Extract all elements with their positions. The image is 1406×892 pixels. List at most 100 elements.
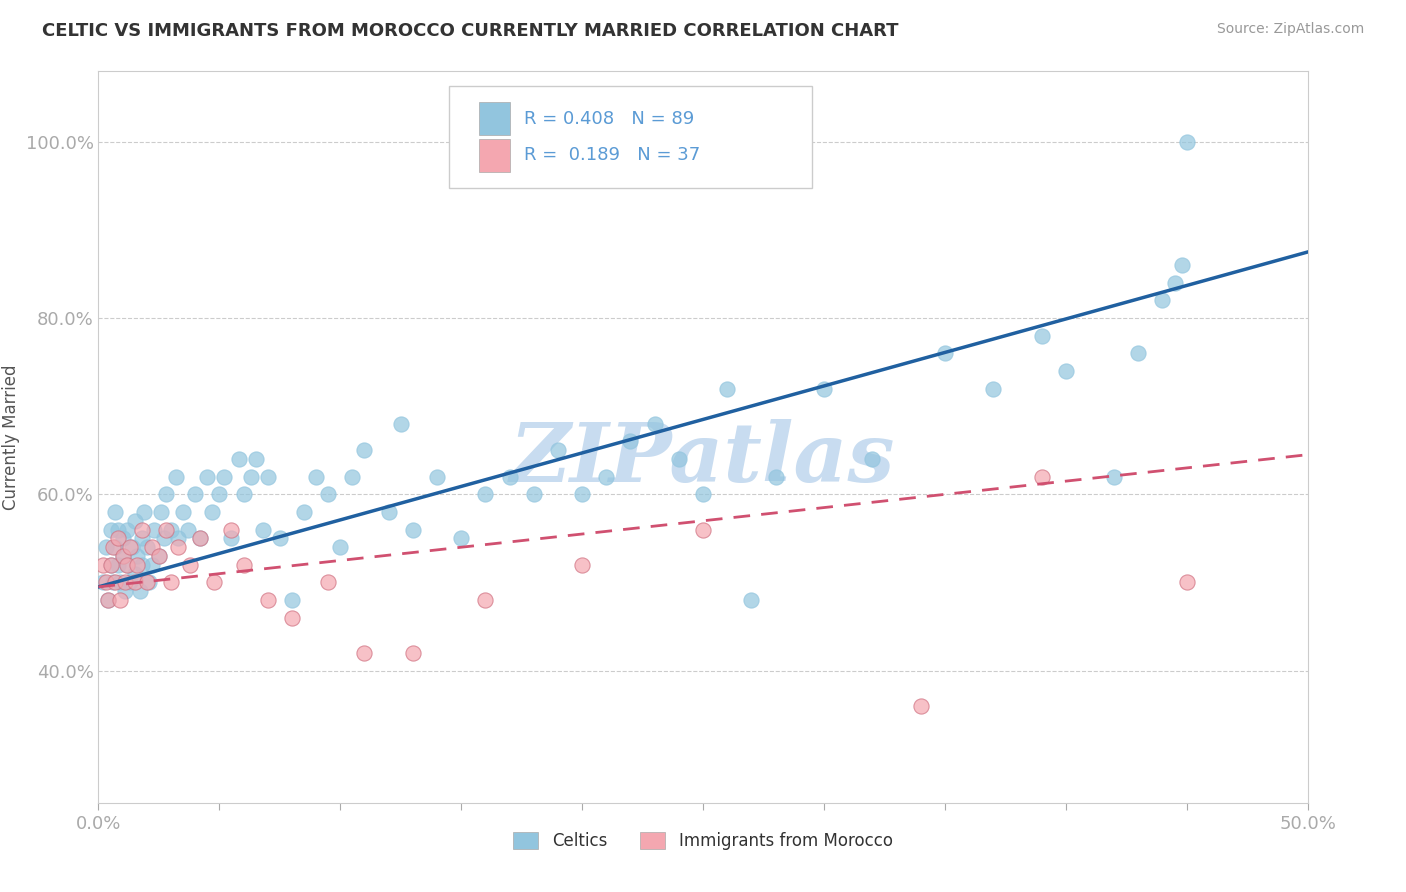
- Point: [256, 469, 278, 483]
- Point: [571, 487, 593, 501]
- Point: [131, 532, 153, 546]
- Point: [1054, 364, 1077, 378]
- Point: [114, 584, 136, 599]
- Point: [402, 523, 425, 537]
- Point: [101, 540, 124, 554]
- Point: [135, 540, 157, 554]
- Point: [97, 593, 120, 607]
- Point: [150, 505, 173, 519]
- Point: [474, 593, 496, 607]
- Point: [111, 549, 134, 563]
- Point: [256, 593, 278, 607]
- Point: [221, 532, 243, 546]
- Point: [148, 549, 170, 563]
- Bar: [479, 103, 509, 136]
- Point: [1163, 276, 1185, 290]
- Point: [152, 532, 174, 546]
- Point: [155, 487, 177, 501]
- Point: [111, 549, 134, 563]
- Point: [128, 584, 150, 599]
- Point: [239, 469, 262, 483]
- Point: [212, 469, 235, 483]
- Point: [523, 487, 546, 501]
- FancyBboxPatch shape: [449, 86, 811, 188]
- Point: [619, 434, 641, 449]
- Point: [402, 646, 425, 660]
- Point: [188, 532, 211, 546]
- Point: [94, 575, 117, 590]
- Point: [934, 346, 956, 360]
- Point: [765, 469, 787, 483]
- Point: [143, 523, 166, 537]
- Point: [188, 532, 211, 546]
- Point: [124, 566, 146, 581]
- Point: [252, 523, 274, 537]
- Point: [107, 523, 129, 537]
- Point: [108, 593, 131, 607]
- Point: [353, 443, 375, 458]
- Text: CELTIC VS IMMIGRANTS FROM MOROCCO CURRENTLY MARRIED CORRELATION CHART: CELTIC VS IMMIGRANTS FROM MOROCCO CURREN…: [42, 22, 898, 40]
- Point: [100, 558, 122, 572]
- Point: [160, 523, 183, 537]
- Bar: [479, 139, 509, 172]
- Point: [716, 382, 738, 396]
- Point: [124, 514, 146, 528]
- Point: [740, 593, 762, 607]
- Point: [1031, 469, 1053, 483]
- Point: [644, 417, 666, 431]
- Point: [292, 505, 315, 519]
- Point: [179, 558, 201, 572]
- Point: [117, 558, 139, 572]
- Point: [184, 487, 207, 501]
- Point: [167, 540, 190, 554]
- Point: [108, 575, 131, 590]
- Point: [127, 558, 149, 572]
- Point: [595, 469, 617, 483]
- Point: [155, 523, 177, 537]
- Text: R = 0.408   N = 89: R = 0.408 N = 89: [524, 110, 695, 128]
- Point: [498, 469, 520, 483]
- Point: [97, 593, 120, 607]
- Point: [91, 575, 114, 590]
- Point: [232, 558, 254, 572]
- Point: [1102, 469, 1125, 483]
- Point: [167, 532, 190, 546]
- Point: [316, 487, 339, 501]
- Point: [692, 487, 714, 501]
- Point: [138, 575, 160, 590]
- Point: [131, 558, 153, 572]
- Point: [117, 523, 139, 537]
- Point: [127, 549, 149, 563]
- Point: [114, 575, 136, 590]
- Point: [91, 558, 114, 572]
- Point: [316, 575, 339, 590]
- Text: ZIPatlas: ZIPatlas: [510, 419, 896, 499]
- Point: [100, 523, 122, 537]
- Point: [208, 487, 231, 501]
- Point: [118, 540, 141, 554]
- Point: [377, 505, 399, 519]
- Point: [160, 575, 183, 590]
- Text: Source: ZipAtlas.com: Source: ZipAtlas.com: [1216, 22, 1364, 37]
- Point: [107, 558, 129, 572]
- Point: [118, 575, 141, 590]
- Legend: Celtics, Immigrants from Morocco: Celtics, Immigrants from Morocco: [506, 825, 900, 856]
- Point: [131, 523, 153, 537]
- Point: [353, 646, 375, 660]
- Point: [692, 523, 714, 537]
- Text: R =  0.189   N = 37: R = 0.189 N = 37: [524, 146, 700, 164]
- Point: [228, 452, 250, 467]
- Point: [668, 452, 690, 467]
- Point: [172, 505, 194, 519]
- Point: [571, 558, 593, 572]
- Point: [111, 532, 134, 546]
- Point: [1128, 346, 1150, 360]
- Point: [177, 523, 200, 537]
- Point: [426, 469, 449, 483]
- Point: [141, 540, 163, 554]
- Point: [165, 469, 187, 483]
- Point: [342, 469, 364, 483]
- Point: [981, 382, 1004, 396]
- Point: [329, 540, 352, 554]
- Point: [141, 558, 163, 572]
